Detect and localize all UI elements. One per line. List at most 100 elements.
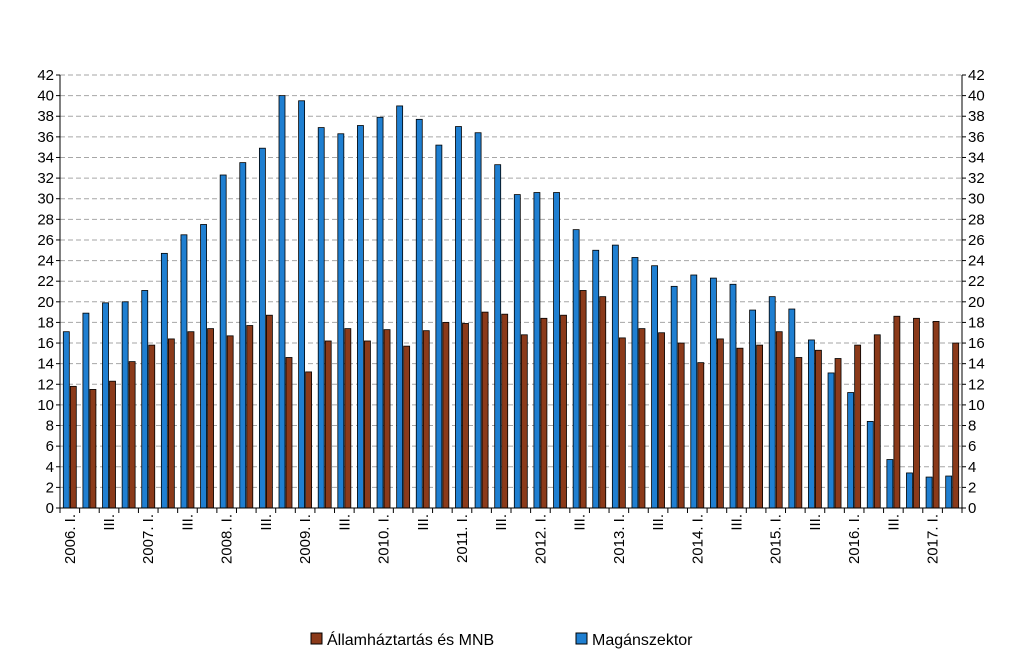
x-axis-labels: 2006. I. III. 2007. I. III. 2008. I. III. 2009… [62,514,942,564]
bar-maganszektor [768,296,776,509]
y-tick-label-right: 8 [968,418,976,435]
bar-maganszektor [474,132,482,509]
bar-maganszektor [945,475,953,509]
y-tick-label-left: 6 [46,438,54,455]
x-tick-label: 2009. I. [297,514,314,564]
bar-maganszektor [396,105,404,509]
bar-allamhaztartas [736,347,744,509]
bar-maganszektor [376,116,384,509]
axes [59,75,963,513]
legend-label-maganszektor: Magánszektor [592,632,693,649]
bar-maganszektor [651,265,658,509]
bar-allamhaztartas [697,362,705,509]
y-tick-label-right: 26 [968,232,985,249]
bar-allamhaztartas [520,334,528,509]
y-tick-label-left: 4 [46,459,54,476]
x-tick-label: III. [258,514,275,531]
bar-maganszektor [337,133,345,509]
bar-maganszektor [357,125,364,509]
bar-maganszektor [847,392,855,509]
bar-allamhaztartas [89,389,97,509]
y-tick-label-right: 2 [968,479,976,496]
bar-allamhaztartas [540,317,548,509]
bar-allamhaztartas [364,340,371,509]
bar-maganszektor [121,301,129,509]
y-tick-label-left: 40 [37,88,54,105]
x-tick-label: 2006. I. [62,514,79,564]
bar-maganszektor [435,144,443,509]
bar-maganszektor [180,234,188,509]
bar-allamhaztartas [285,357,293,509]
bar-maganszektor [749,309,757,509]
bar-allamhaztartas [207,328,214,509]
x-tick-label: 2017. I. [925,514,942,564]
x-tick-label: III. [336,514,353,531]
bar-maganszektor [866,420,874,509]
y-tick-label-left: 24 [37,253,54,270]
bar-maganszektor [788,308,796,509]
bar-allamhaztartas [795,357,803,509]
y-tick-label-left: 22 [37,273,54,290]
bar-maganszektor [808,339,815,509]
x-tick-label: 2015. I. [768,514,785,564]
bar-allamhaztartas [618,337,626,509]
bar-allamhaztartas [873,334,881,509]
x-tick-label: III. [807,514,824,531]
bar-allamhaztartas [677,342,685,509]
bar-maganszektor [690,274,698,509]
y-tick-label-right: 4 [968,459,976,476]
y-tick-label-left: 10 [37,397,54,414]
bar-allamhaztartas [952,342,960,509]
y-tick-label-left: 42 [37,67,54,84]
bar-allamhaztartas [815,349,822,509]
bar-maganszektor [239,162,247,509]
bar-allamhaztartas [481,311,489,509]
y-tick-label-left: 28 [37,211,54,228]
bar-maganszektor [709,277,717,509]
bar-allamhaztartas [716,338,724,509]
y-tick-label-left: 16 [37,335,54,352]
y-tick-label-left: 8 [46,418,54,435]
bar-allamhaztartas [403,345,411,509]
bar-maganszektor [827,372,835,509]
bar-allamhaztartas [226,335,234,509]
bar-allamhaztartas [932,320,940,509]
y-tick-label-right: 20 [968,294,985,311]
y-tick-label-left: 34 [37,149,54,166]
bar-maganszektor [219,174,227,509]
y-tick-label-right: 18 [968,314,985,331]
bar-allamhaztartas [560,314,567,509]
y-tick-label-right: 32 [968,170,985,187]
bar-maganszektor [102,302,109,509]
bar-allamhaztartas [246,325,254,509]
bar-maganszektor [925,476,933,509]
bar-allamhaztartas [893,315,901,509]
bar-maganszektor [906,472,913,509]
bar-maganszektor [553,192,560,509]
x-tick-label: 2011. I. [454,514,471,563]
y-tick-label-right: 22 [968,273,985,290]
x-tick-label: III. [650,514,667,531]
bar-maganszektor [200,224,207,509]
bar-allamhaztartas [442,322,450,509]
bar-allamhaztartas [422,330,430,509]
x-tick-label: 2016. I. [846,514,863,564]
y-tick-label-left: 20 [37,294,54,311]
x-tick-label: 2007. I. [140,514,157,564]
bar-allamhaztartas [775,331,783,509]
y-tick-label-right: 6 [968,438,976,455]
bar-allamhaztartas [462,323,469,509]
bar-allamhaztartas [305,371,313,509]
x-tick-label: III. [179,514,196,531]
bar-allamhaztartas [344,328,352,509]
y-tick-label-left: 0 [46,500,54,517]
x-tick-label: III. [729,514,746,531]
y-tick-label-left: 36 [37,129,54,146]
x-tick-label: III. [885,514,902,531]
bar-maganszektor [572,229,580,509]
bar-allamhaztartas [383,329,391,509]
y-tick-label-left: 26 [37,232,54,249]
bar-maganszektor [592,249,600,509]
y-tick-label-right: 0 [968,500,976,517]
